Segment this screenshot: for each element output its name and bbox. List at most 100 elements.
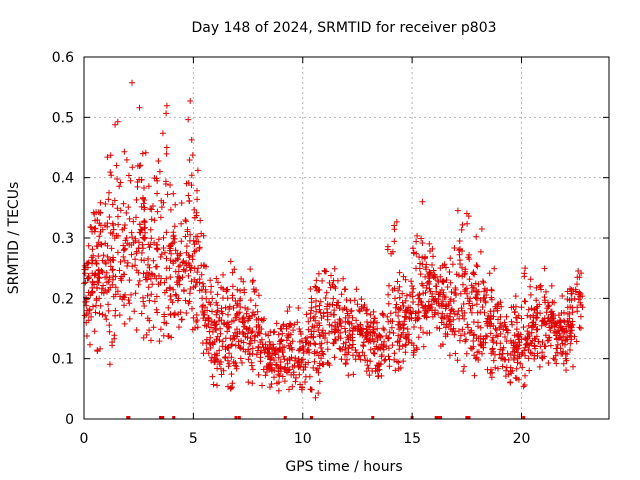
data-point [208,324,214,331]
data-point [126,315,133,322]
data-point [138,249,145,256]
data-point [295,305,302,311]
data-point [222,304,229,311]
data-point [218,317,225,324]
data-point [191,265,198,272]
data-point [464,321,471,328]
data-point [396,306,403,313]
data-point [171,239,178,246]
data-point [353,317,360,324]
data-point [286,345,293,352]
data-point [436,325,443,332]
data-point [568,290,575,297]
data-point [533,314,539,321]
data-point [226,324,233,331]
data-point [459,248,465,254]
data-point [332,336,339,343]
data-point [441,261,448,268]
data-point [92,271,99,278]
data-point [319,277,326,284]
data-point [481,294,488,301]
data-point [106,274,113,281]
data-point [146,264,153,271]
data-point [359,349,366,356]
data-point [526,367,533,374]
data-point [514,314,521,321]
data-point [160,245,167,251]
data-point [448,289,455,295]
data-point [163,275,170,282]
data-point [574,281,580,288]
data-point [555,327,562,334]
data-point [286,304,293,310]
data-point [275,387,282,394]
data-point [527,276,534,283]
data-point [315,327,322,333]
data-point [338,356,345,363]
data-point [545,360,552,366]
data-point [187,267,194,274]
data-point [148,337,154,344]
data-point [189,256,196,263]
data-point [86,306,93,313]
data-point [97,199,104,206]
data-point [531,306,538,313]
data-point [461,309,468,316]
data-point [521,270,528,277]
data-point [191,276,198,283]
data-point [162,249,168,256]
data-point [556,318,563,325]
data-point [154,246,161,253]
data-point [160,234,167,241]
data-point [145,284,152,291]
data-point [205,317,212,324]
data-point [312,283,319,290]
data-point [267,342,274,349]
data-point [457,290,464,297]
data-point [223,286,230,293]
data-point [141,219,148,226]
data-point [396,346,403,353]
data-point [298,337,305,344]
data-point [207,277,214,284]
data-point [213,327,220,333]
data-point [571,333,578,340]
data-point [135,281,142,288]
data-point [285,367,292,374]
data-point [339,346,346,353]
data-point [468,289,475,295]
data-point [445,301,452,307]
data-point [357,321,364,328]
data-point [568,297,575,304]
data-point [133,196,140,203]
data-point [111,332,118,339]
data-point [363,307,369,314]
data-point [172,201,179,208]
data-point [569,321,575,328]
data-point [143,331,150,338]
data-point [471,331,478,338]
data-point [167,206,174,213]
data-point [212,325,219,332]
data-point [191,214,198,221]
data-point [203,336,210,343]
data-point [548,323,555,329]
data-point [298,386,305,393]
data-point [235,342,242,349]
data-point [548,282,555,289]
data-point [90,252,97,259]
data-point [577,325,584,332]
data-point [168,242,174,249]
data-point [233,365,240,372]
data-point [190,314,197,321]
data-point [446,323,452,329]
data-point [105,287,112,293]
data-point [193,233,199,240]
data-point [420,329,427,336]
data-point [484,366,491,373]
data-point [226,350,233,357]
data-point [484,287,491,294]
data-point [432,309,439,316]
data-point [386,329,393,336]
data-point [397,364,404,371]
